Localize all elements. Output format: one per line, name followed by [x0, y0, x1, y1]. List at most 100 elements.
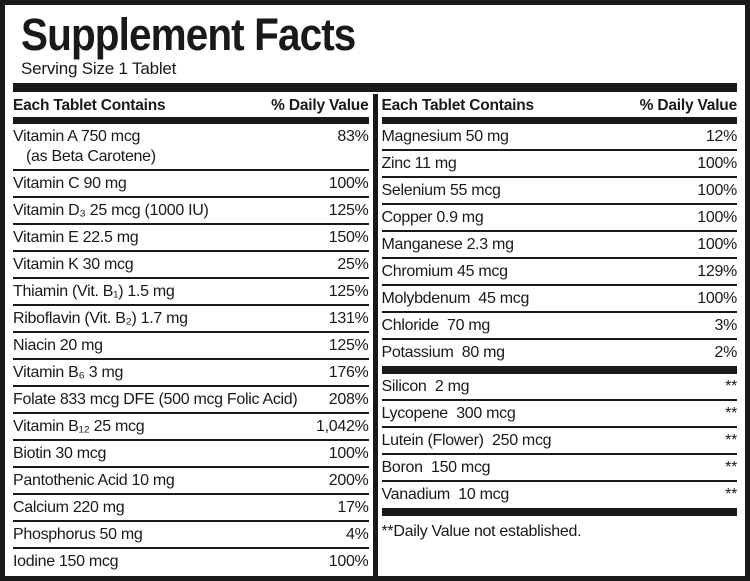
ingredient-name: Folate 833 mcg DFE (500 mcg Folic Acid) [13, 391, 298, 408]
left-header-bar [13, 117, 369, 124]
ingredient-name: Potassium 80 mg [381, 344, 506, 361]
daily-value: 125% [328, 283, 369, 300]
ingredient-name: Lutein (Flower) 250 mcg [381, 432, 552, 449]
ingredient-name: Vanadium 10 mcg [381, 486, 510, 503]
ingredient-name: Niacin 20 mg [13, 337, 103, 354]
daily-value: 200% [328, 472, 369, 489]
table-row: Vitamin B₁₂ 25 mcg 1,042% [13, 414, 369, 441]
column-header-daily-value-label: % Daily Value [639, 97, 738, 114]
ingredient-name: Magnesium 50 mg [381, 128, 509, 145]
table-row: Riboflavin (Vit. B₂) 1.7 mg 131% [13, 306, 369, 333]
daily-value: 100% [328, 175, 369, 192]
daily-value: 25% [337, 256, 369, 273]
daily-value: 4% [345, 526, 369, 543]
mineral-section-bar [381, 366, 737, 374]
right-main-rows: Magnesium 50 mg 12% Zinc 11 mg 100% Selenium… [381, 124, 738, 365]
column-divider [372, 94, 378, 576]
ingredient-name: Vitamin B₁₂ 25 mcg [13, 418, 145, 435]
table-row: Phosphorus 50 mg 4% [13, 522, 369, 549]
footnote-section-bar [381, 508, 737, 516]
left-rows: Vitamin A 750 mcg 83% (as Beta Carotene) Vi… [13, 124, 369, 574]
table-row: Boron 150 mcg ** [381, 455, 737, 482]
daily-value: 12% [705, 128, 737, 145]
ingredient-name: Boron 150 mcg [381, 459, 491, 476]
table-row: Pantothenic Acid 10 mg 200% [13, 468, 369, 495]
daily-value: 100% [697, 236, 737, 253]
daily-value: 131% [328, 310, 369, 327]
daily-value: 208% [328, 391, 369, 408]
daily-value: 125% [328, 337, 369, 354]
ingredient-name: Vitamin D₃ 25 mcg (1000 IU) [13, 202, 209, 219]
ingredient-name: Calcium 220 mg [13, 499, 125, 516]
left-column-header: Each Tablet Contains % Daily Value [13, 94, 369, 117]
table-row: Chloride 70 mg 3% [381, 313, 737, 340]
ingredient-name-continued: (as Beta Carotene) [26, 148, 156, 165]
table-row: Lutein (Flower) 250 mcg ** [381, 428, 737, 455]
ingredient-name: Vitamin B₆ 3 mg [13, 364, 124, 381]
label-title: Supplement Facts [21, 9, 356, 60]
table-row: Vitamin C 90 mg 100% [13, 171, 369, 198]
daily-value: 3% [714, 317, 737, 334]
table-row: Magnesium 50 mg 12% [381, 124, 737, 151]
daily-value: 100% [697, 290, 737, 307]
table-row: Lycopene 300 mcg ** [381, 401, 737, 428]
ingredient-name: Chromium 45 mcg [381, 263, 509, 280]
table-row: Zinc 11 mg 100% [381, 151, 737, 178]
ingredient-name: Riboflavin (Vit. B₂) 1.7 mg [13, 310, 188, 327]
daily-value: 83% [337, 128, 369, 145]
ingredient-name: Manganese 2.3 mg [381, 236, 514, 253]
right-column-header: Each Tablet Contains % Daily Value [382, 94, 738, 117]
table-row: Vitamin D₃ 25 mcg (1000 IU) 125% [13, 198, 369, 225]
ingredient-name: Pantothenic Acid 10 mg [13, 472, 175, 489]
ingredient-name: Biotin 30 mcg [13, 445, 107, 462]
table-row: Selenium 55 mcg 100% [381, 178, 737, 205]
table-row: Vitamin E 22.5 mg 150% [13, 225, 369, 252]
daily-value: 100% [697, 182, 737, 199]
column-header-daily-value-label: % Daily Value [271, 97, 369, 114]
daily-value: 100% [697, 155, 737, 172]
daily-value: 100% [328, 445, 369, 462]
ingredient-name: Vitamin K 30 mcg [13, 256, 134, 273]
ingredient-name: Vitamin A 750 mcg [13, 128, 141, 145]
table-row: Vanadium 10 mcg ** [382, 482, 738, 507]
daily-value: ** [725, 459, 737, 476]
top-divider-bar [13, 83, 737, 92]
daily-value: ** [725, 486, 737, 503]
table-row: Vitamin K 30 mcg 25% [13, 252, 369, 279]
column-header-contains-label: Each Tablet Contains [381, 97, 535, 114]
ingredient-name: Selenium 55 mcg [381, 182, 501, 199]
table-row: Vitamin A 750 mcg 83% (as Beta Carotene) [13, 124, 369, 171]
serving-size-text: Serving Size 1 Tablet [21, 59, 177, 78]
daily-value: 100% [697, 209, 737, 226]
ingredient-name: Thiamin (Vit. B₁) 1.5 mg [13, 283, 175, 300]
ingredient-name: Molybdenum 45 mcg [381, 290, 530, 307]
table-row: Niacin 20 mg 125% [13, 333, 369, 360]
table-row: Folate 833 mcg DFE (500 mcg Folic Acid) 2… [13, 387, 369, 414]
right-header-bar [381, 117, 737, 124]
table-row: Potassium 80 mg 2% [382, 340, 738, 365]
ingredient-name: Zinc 11 mg [381, 155, 457, 172]
ingredient-name: Chloride 70 mg [381, 317, 491, 334]
table-row: Vitamin B₆ 3 mg 176% [13, 360, 369, 387]
daily-value: ** [725, 378, 737, 395]
daily-value: 100% [328, 553, 369, 570]
daily-value: 125% [328, 202, 369, 219]
ingredient-name: Lycopene 300 mcg [381, 405, 516, 422]
table-row: Manganese 2.3 mg 100% [381, 232, 737, 259]
daily-value: 1,042% [316, 418, 369, 435]
ingredient-name: Copper 0.9 mg [381, 209, 484, 226]
daily-value-footnote: **Daily Value not established. [381, 523, 582, 540]
column-header-contains-label: Each Tablet Contains [13, 97, 166, 114]
ingredient-name: Silicon 2 mg [381, 378, 470, 395]
table-row: Silicon 2 mg ** [381, 374, 737, 401]
table-row: Calcium 220 mg 17% [13, 495, 369, 522]
left-column: Each Tablet Contains % Daily Value Vitam… [13, 94, 369, 576]
right-no-dv-rows: Silicon 2 mg ** Lycopene 300 mcg ** Lutein (… [381, 374, 738, 507]
ingredient-name: Iodine 150 mcg [13, 553, 119, 570]
table-row: Thiamin (Vit. B₁) 1.5 mg 125% [13, 279, 369, 306]
table-row: Biotin 30 mcg 100% [13, 441, 369, 468]
daily-value: ** [725, 432, 737, 449]
daily-value: 2% [714, 344, 737, 361]
table-row: Chromium 45 mcg 129% [381, 259, 737, 286]
table-row: Copper 0.9 mg 100% [381, 205, 737, 232]
